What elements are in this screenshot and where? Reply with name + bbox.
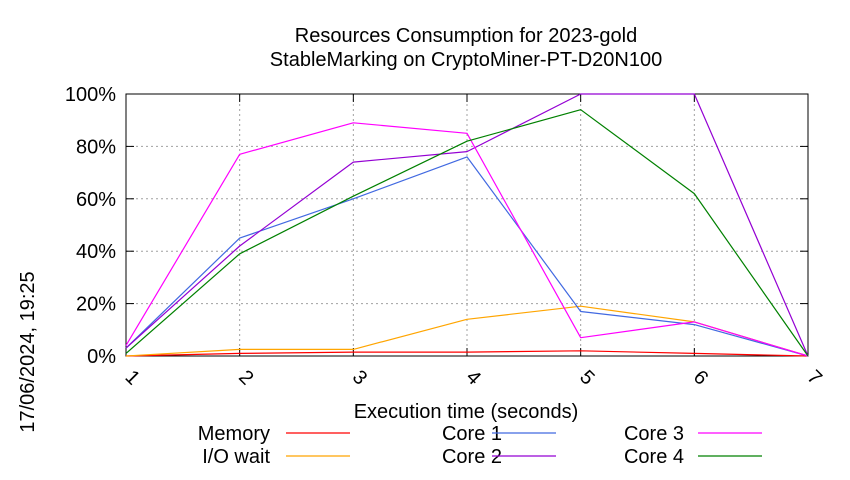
timestamp-label: 17/06/2024, 19:25 [17,271,39,432]
x-tick-label: 2 [234,366,257,389]
y-tick-label: 0% [87,346,116,368]
y-tick-label: 20% [76,294,116,316]
x-tick-label: 7 [803,366,826,389]
series-lines [125,93,809,357]
x-tick-label: 6 [689,366,712,389]
legend-label-core-4: Core 4 [624,446,684,468]
legend-label-core-3: Core 3 [624,423,684,445]
x-tick-label: 1 [121,366,144,389]
grid [126,94,808,356]
y-tick-label: 80% [76,136,116,158]
series-line-core-4 [125,109,809,357]
legend-label-core-2: Core 2 [442,446,502,468]
legend-label-core-1: Core 1 [442,423,502,445]
plot-border [125,93,809,357]
y-tick-label: 60% [76,189,116,211]
x-tick-label: 3 [348,366,371,389]
series-line-core-1 [125,156,809,357]
chart-title-line-1: Resources Consumption for 2023-gold [295,25,637,47]
series-line-memory [125,350,809,357]
x-tick-label: 5 [575,366,598,389]
series-line-core-2 [125,93,809,357]
y-tick-label: 40% [76,241,116,263]
chart-title-line-2: StableMarking on CryptoMiner-PT-D20N100 [270,49,662,71]
axes: 0% 20% 40% 60% 80% 100% 1 2 3 4 5 6 7 [65,84,826,389]
series-line-core-3 [125,122,809,357]
x-tick-label: 4 [462,366,485,389]
legend-label-memory: Memory [198,423,270,445]
y-tick-label: 100% [65,84,116,106]
legend-label-i-o-wait: I/O wait [202,446,270,468]
x-axis-label: Execution time (seconds) [354,401,579,423]
